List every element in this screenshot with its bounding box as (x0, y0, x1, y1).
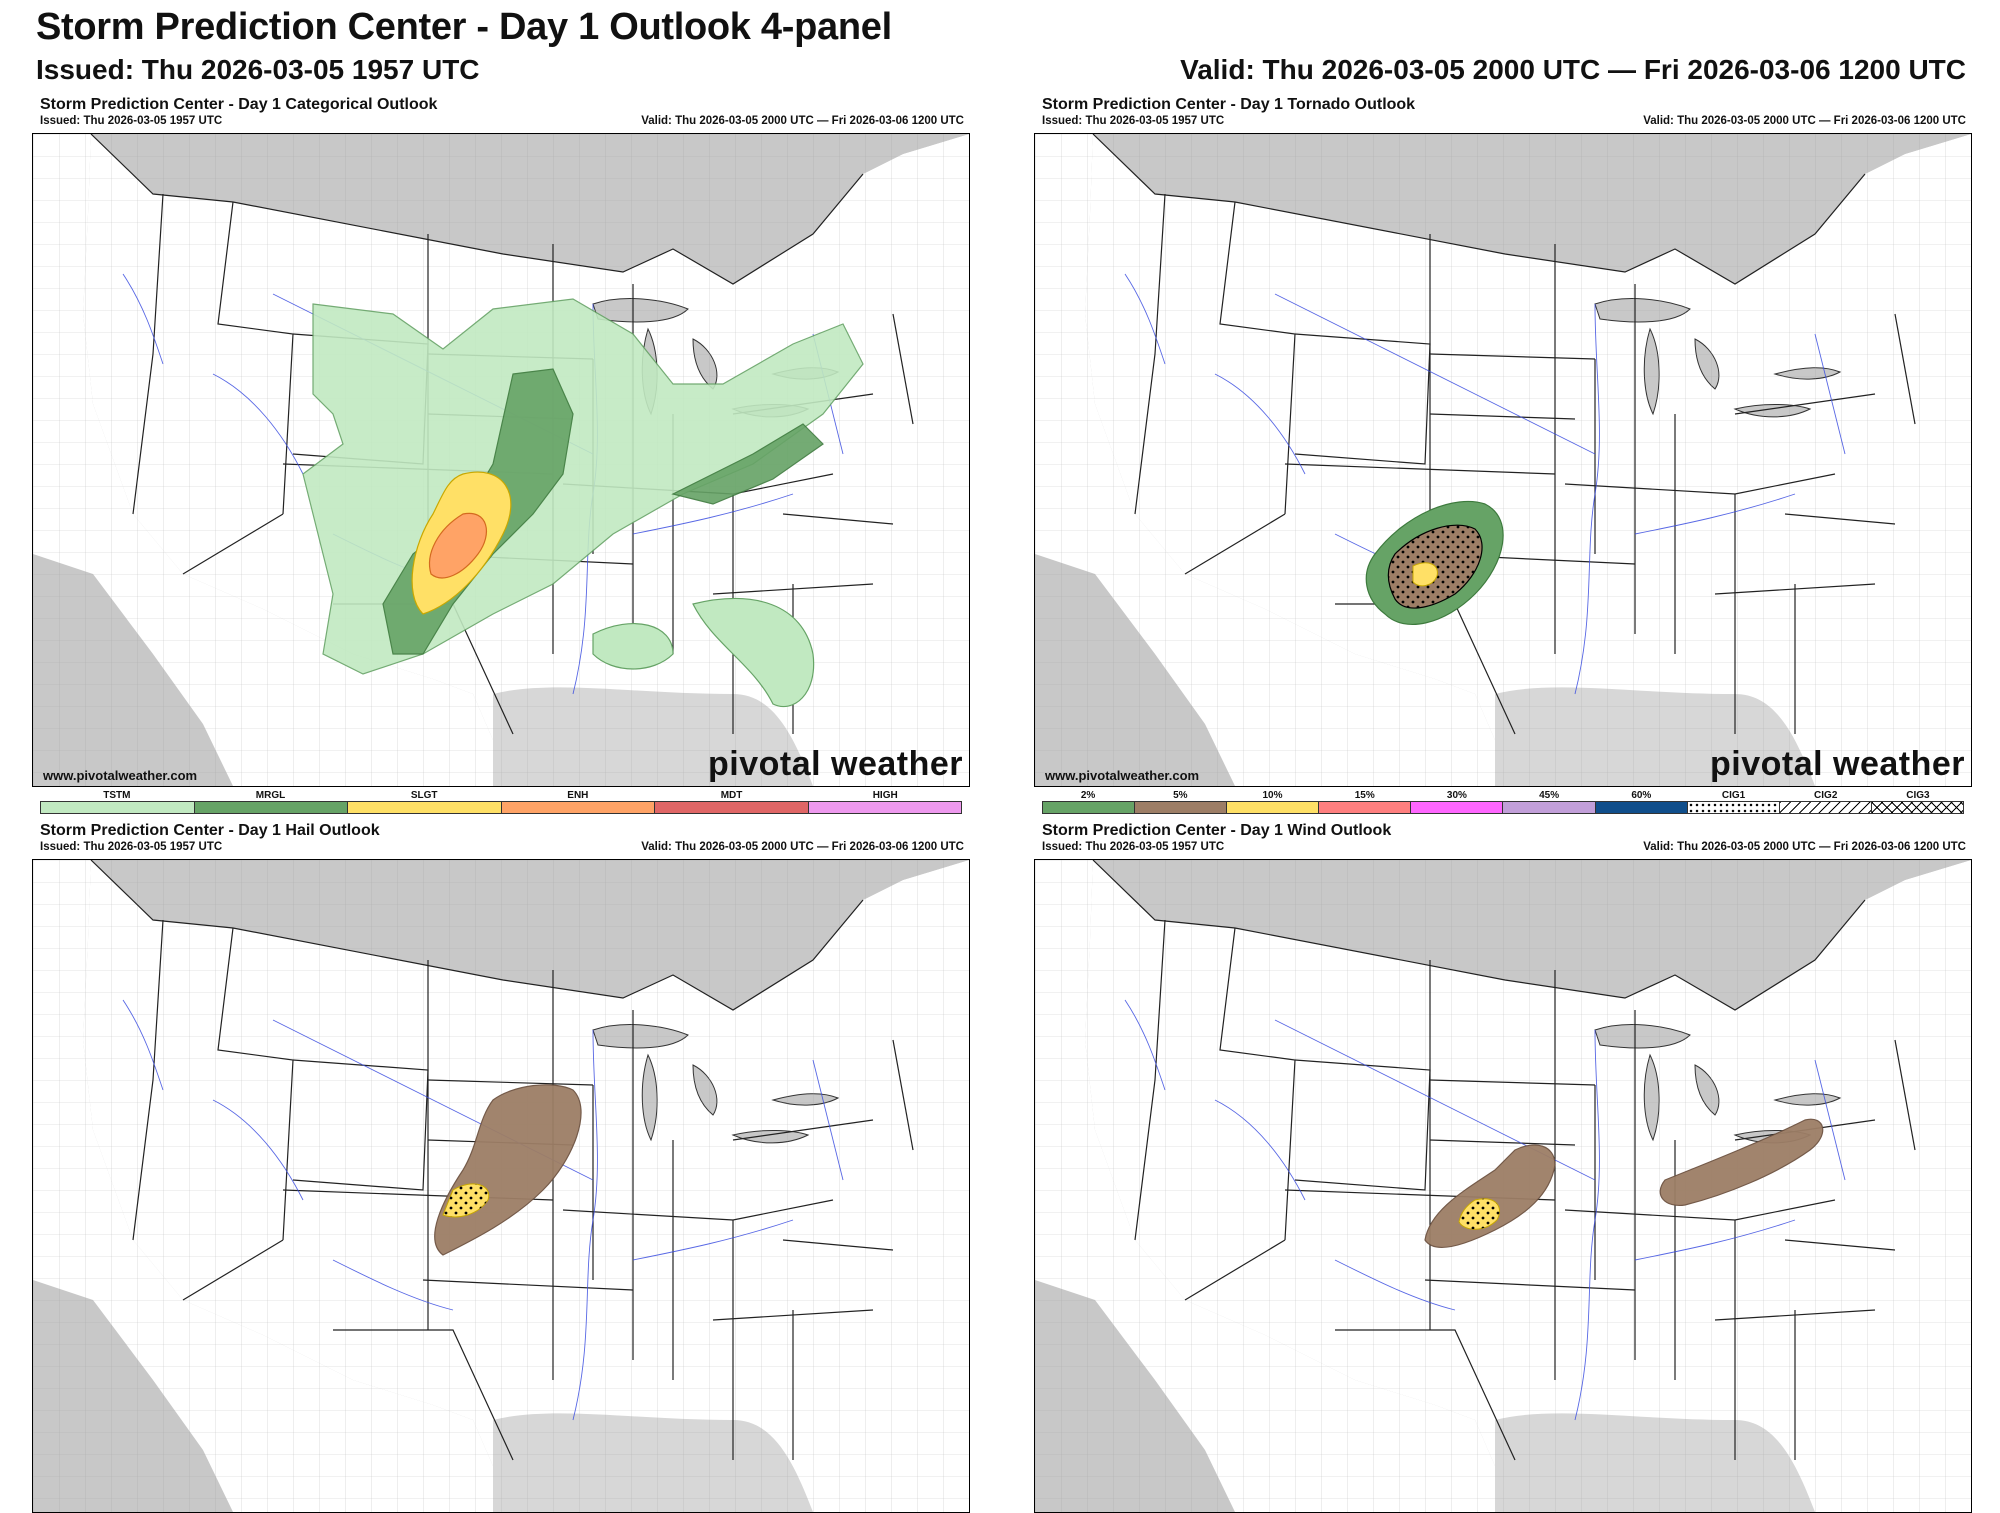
legend-swatch-2pct (1043, 802, 1136, 813)
tstm-area-florida (692, 597, 815, 708)
panel-valid: Valid: Thu 2026-03-05 2000 UTC — Fri 202… (641, 115, 964, 127)
legend-swatch-enh (501, 802, 655, 813)
panel-title: Storm Prediction Center - Day 1 Wind Out… (1042, 822, 1392, 839)
panel-issued: Issued: Thu 2026-03-05 1957 UTC (1042, 841, 1225, 853)
legend-label: 15% (1354, 790, 1375, 801)
panel-issued: Issued: Thu 2026-03-05 1957 UTC (40, 841, 223, 853)
legend-swatch-tstm (41, 802, 195, 813)
site-credit: www.pivotalweather.com (43, 768, 198, 783)
enh-area (429, 512, 487, 579)
legend-label: 30% (1446, 790, 1467, 801)
legend-label: MDT (720, 790, 743, 801)
tornado-10pct-area (1412, 562, 1438, 587)
legend-label: MRGL (255, 790, 286, 801)
legend-label: ENH (567, 790, 589, 801)
panel-issued: Issued: Thu 2026-03-05 1957 UTC (40, 115, 223, 127)
legend-label: CIG3 (1906, 790, 1930, 801)
legend-label: 45% (1539, 790, 1560, 801)
outlook-map[interactable]: www.pivotalweather.com pivotal weather (1034, 133, 1972, 787)
panel-valid: Valid: Thu 2026-03-05 2000 UTC — Fri 202… (1643, 115, 1966, 127)
panel-valid: Valid: Thu 2026-03-05 2000 UTC — Fri 202… (641, 841, 964, 853)
legend-swatch-cig1 (1687, 802, 1780, 813)
panel-valid: Valid: Thu 2026-03-05 2000 UTC — Fri 202… (1643, 841, 1966, 853)
tornado-legend: 2% 5% 10% 15% 30% 45% 60% CIG1 CIG2 CIG3 (1042, 790, 1964, 814)
issued-time: Issued: Thu 2026-03-05 1957 UTC (36, 54, 480, 85)
pivotal-weather-logo: pivotal weather (707, 745, 963, 783)
tstm-area-gulf (592, 623, 674, 670)
legend-swatch-cig3 (1871, 802, 1963, 813)
legend-swatch-45pct (1503, 802, 1596, 813)
panel-title: Storm Prediction Center - Day 1 Tornado … (1042, 96, 1416, 113)
legend-swatch-mdt (655, 802, 809, 813)
legend-swatch-15pct (1319, 802, 1412, 813)
legend-label: 5% (1173, 790, 1188, 801)
legend-swatch-60pct (1595, 802, 1688, 813)
categorical-legend: TSTM MRGL SLGT ENH MDT HIGH (40, 790, 962, 814)
legend-swatch-5pct (1135, 802, 1228, 813)
legend-label: HIGH (872, 790, 898, 801)
panel-title: Storm Prediction Center - Day 1 Categori… (40, 96, 438, 113)
pivotal-weather-logo: pivotal weather (1709, 745, 1965, 783)
legend-label: 10% (1262, 790, 1283, 801)
legend-swatch-mrgl (194, 802, 348, 813)
panel-issued: Issued: Thu 2026-03-05 1957 UTC (1042, 115, 1225, 127)
legend-swatch-high (808, 802, 961, 813)
legend-swatch-slgt (348, 802, 502, 813)
outlook-map[interactable] (1034, 859, 1972, 1513)
site-credit: www.pivotalweather.com (1045, 768, 1200, 783)
valid-time: Valid: Thu 2026-03-05 2000 UTC — Fri 202… (1180, 54, 1966, 85)
mrgl-area-east (671, 423, 824, 505)
legend-label: CIG1 (1721, 790, 1746, 801)
legend-label: TSTM (103, 790, 131, 801)
legend-swatch-10pct (1227, 802, 1320, 813)
legend-swatch-30pct (1411, 802, 1504, 813)
outlook-map[interactable] (32, 859, 970, 1513)
legend-swatch-cig2 (1779, 802, 1872, 813)
outlook-map[interactable]: www.pivotalweather.com pivotal weather (32, 133, 970, 787)
legend-label: SLGT (410, 790, 438, 801)
legend-label: CIG2 (1814, 790, 1838, 801)
legend-label: 2% (1080, 790, 1096, 801)
page-title: Storm Prediction Center - Day 1 Outlook … (36, 6, 892, 48)
panel-title: Storm Prediction Center - Day 1 Hail Out… (40, 822, 380, 839)
legend-label: 60% (1631, 790, 1652, 801)
wind-5pct-area-east (1659, 1118, 1824, 1207)
